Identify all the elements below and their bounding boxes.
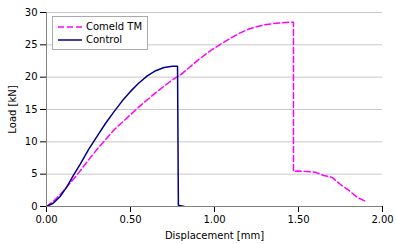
svg-text:10: 10 [25, 136, 38, 147]
svg-text:0: 0 [31, 201, 37, 212]
svg-text:Displacement [mm]: Displacement [mm] [165, 230, 264, 241]
svg-text:Load [kN]: Load [kN] [7, 85, 18, 133]
svg-text:15: 15 [25, 104, 38, 115]
svg-text:0.50: 0.50 [119, 214, 141, 225]
svg-text:25: 25 [25, 39, 38, 50]
svg-text:5: 5 [31, 168, 37, 179]
svg-text:1.00: 1.00 [203, 214, 225, 225]
svg-text:0.00: 0.00 [35, 214, 57, 225]
svg-text:30: 30 [25, 7, 38, 18]
html-text:Control: Control [86, 34, 123, 45]
svg-text:1.50: 1.50 [287, 214, 309, 225]
svg-text:2.00: 2.00 [371, 214, 393, 225]
html-text:Comeld TM: Comeld TM [86, 21, 142, 32]
svg-text:20: 20 [25, 71, 38, 82]
